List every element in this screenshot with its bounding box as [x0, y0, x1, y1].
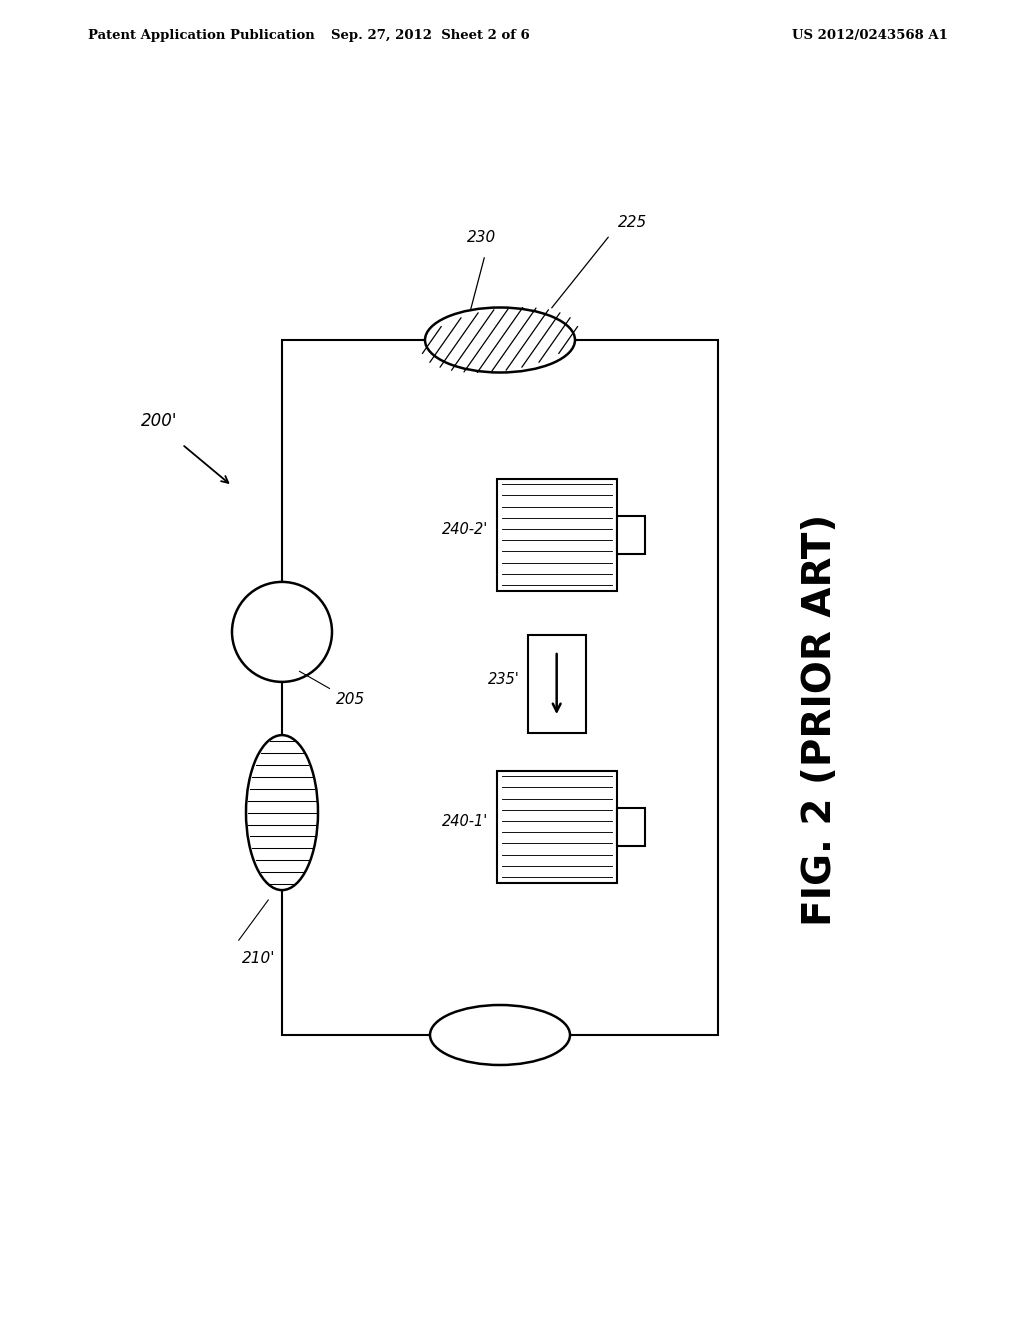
- Ellipse shape: [425, 308, 575, 372]
- Text: FIG. 2 (PRIOR ART): FIG. 2 (PRIOR ART): [801, 513, 839, 927]
- Text: 240-2': 240-2': [442, 523, 488, 537]
- Ellipse shape: [246, 735, 318, 890]
- Text: 200': 200': [140, 412, 177, 430]
- Bar: [616, 516, 645, 553]
- Bar: [282, 341, 718, 1035]
- Bar: [497, 479, 616, 590]
- Text: US 2012/0243568 A1: US 2012/0243568 A1: [792, 29, 948, 41]
- Bar: [527, 635, 586, 733]
- Text: 240-1': 240-1': [442, 814, 488, 829]
- Text: 225: 225: [618, 215, 647, 230]
- Text: 235': 235': [487, 672, 520, 686]
- Ellipse shape: [232, 582, 332, 682]
- Bar: [497, 771, 616, 883]
- Text: 205: 205: [336, 692, 366, 708]
- Bar: [616, 808, 645, 846]
- Text: 230: 230: [467, 230, 497, 246]
- Text: Patent Application Publication: Patent Application Publication: [88, 29, 314, 41]
- Text: Sep. 27, 2012  Sheet 2 of 6: Sep. 27, 2012 Sheet 2 of 6: [331, 29, 529, 41]
- Ellipse shape: [430, 1005, 570, 1065]
- Text: 210': 210': [242, 950, 275, 966]
